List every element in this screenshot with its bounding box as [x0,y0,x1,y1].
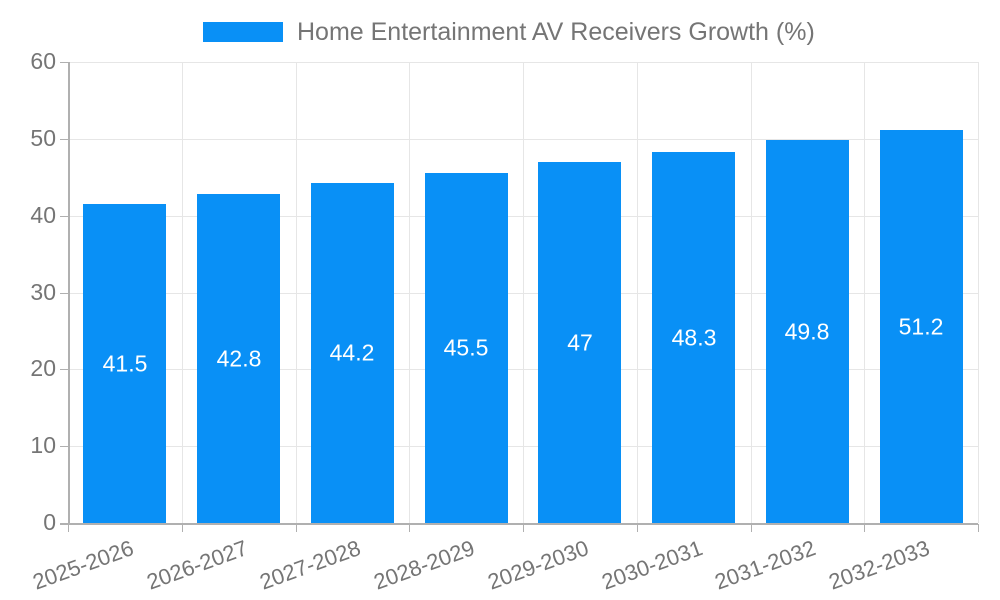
y-axis-line [68,62,70,523]
y-tick-mark [60,446,68,447]
x-tick-mark [409,524,410,532]
x-tick-mark [978,524,979,532]
x-category-label: 2030-2031 [598,535,706,595]
x-tick-mark [523,524,524,532]
x-gridline [751,62,752,523]
y-tick-label: 50 [30,125,56,152]
y-tick-label: 60 [30,48,56,75]
x-category-label: 2031-2032 [711,535,819,595]
bar-value-label: 45.5 [443,334,489,361]
x-tick-mark [296,524,297,532]
x-tick-mark [864,524,865,532]
bar-2030-2031[interactable] [652,152,735,523]
y-tick-mark [60,62,68,63]
x-tick-mark [182,524,183,532]
y-tick-label: 40 [30,202,56,229]
y-tick-label: 30 [30,279,56,306]
y-tick-label: 0 [43,509,56,536]
bar-value-label: 48.3 [671,324,717,351]
x-gridline [409,62,410,523]
x-gridline [637,62,638,523]
legend[interactable]: Home Entertainment AV Receivers Growth (… [203,17,815,46]
x-category-label: 2025-2026 [29,535,137,595]
y-tick-mark [60,216,68,217]
legend-label: Home Entertainment AV Receivers Growth (… [297,17,815,46]
legend-swatch [203,22,283,42]
y-tick-mark [60,293,68,294]
y-tick-mark [60,139,68,140]
bar-2028-2029[interactable] [425,173,508,523]
x-tick-mark [637,524,638,532]
x-tick-mark [68,524,69,532]
y-tick-label: 10 [30,432,56,459]
bar-2027-2028[interactable] [311,183,394,523]
bar-value-label: 47 [567,329,593,356]
bar-value-label: 42.8 [216,345,262,372]
bar-value-label: 41.5 [102,350,148,377]
x-axis-line [60,523,978,525]
bar-2031-2032[interactable] [766,140,849,523]
y-tick-mark [60,369,68,370]
x-category-label: 2027-2028 [256,535,364,595]
x-gridline [978,62,979,523]
bar-value-label: 44.2 [329,339,375,366]
x-gridline [182,62,183,523]
bar-2032-2033[interactable] [880,130,963,523]
x-category-label: 2032-2033 [825,535,933,595]
bar-2026-2027[interactable] [197,194,280,523]
x-category-label: 2029-2030 [484,535,592,595]
x-gridline [864,62,865,523]
y-tick-label: 20 [30,355,56,382]
bar-2029-2030[interactable] [538,162,621,523]
x-category-label: 2028-2029 [370,535,478,595]
bar-2025-2026[interactable] [83,204,166,523]
x-gridline [523,62,524,523]
x-category-label: 2026-2027 [143,535,251,595]
x-tick-mark [751,524,752,532]
bar-value-label: 51.2 [898,313,944,340]
bar-value-label: 49.8 [784,318,830,345]
x-gridline [296,62,297,523]
